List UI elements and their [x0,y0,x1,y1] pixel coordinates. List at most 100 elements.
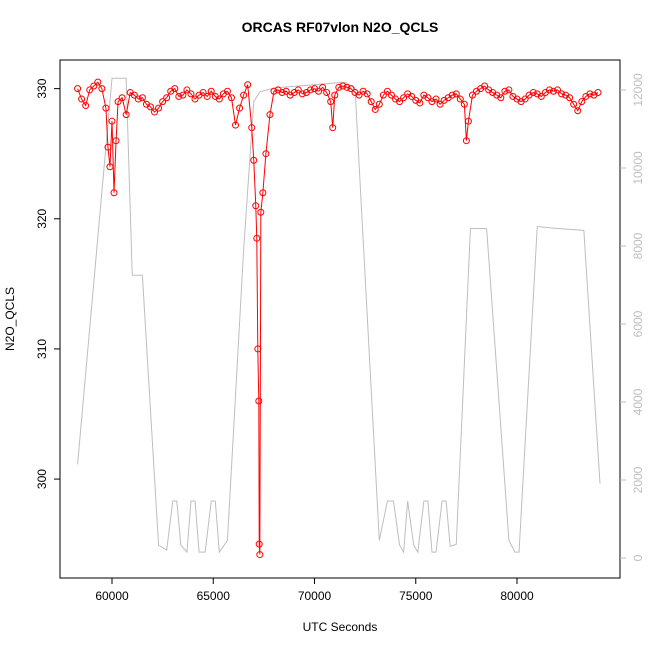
data-point [416,99,424,107]
data-point [464,117,472,125]
data-point [383,87,391,95]
data-point [270,87,278,95]
data-point [329,124,337,132]
data-point [255,397,263,405]
data-point [254,345,262,353]
data-point [594,89,602,97]
data-point [335,83,343,91]
y-tick-label: 320 [35,208,49,228]
data-point [549,87,557,95]
data-point [215,95,223,103]
x-tick-label: 70000 [298,589,332,603]
data-point [171,85,179,93]
data-point [545,86,553,94]
data-point [578,98,586,106]
data-point [114,98,122,106]
data-point [331,91,339,99]
data-point [187,90,195,98]
data-point [456,95,464,103]
data-point [244,81,252,89]
data-point [294,86,302,94]
y-tick-label: 330 [35,78,49,98]
data-point [250,156,258,164]
data-point [497,94,505,102]
data-point [257,208,265,216]
data-point [175,92,183,100]
data-point [436,100,444,108]
data-point [236,104,244,112]
data-point [82,102,90,110]
data-point [505,86,513,94]
data-point [106,163,114,171]
data-point [108,117,116,125]
data-point [400,94,408,102]
y2-tick-label: 6000 [631,310,645,337]
x-axis-label: UTC Seconds [303,620,378,634]
data-point [554,86,562,94]
plot-frame [59,59,621,579]
data-point [529,89,537,97]
data-point [253,234,261,242]
y-tick-label: 300 [35,469,49,489]
data-point [537,92,545,100]
data-point [367,98,375,106]
data-point [347,85,355,93]
data-point [191,95,199,103]
data-point [452,90,460,98]
x-tick-label: 75000 [399,589,433,603]
data-point [306,86,314,94]
data-point [240,91,248,99]
data-point [570,100,578,108]
data-point [163,94,171,102]
data-point [248,124,256,132]
data-point [501,87,509,95]
data-point [112,137,120,145]
chart-title: ORCAS RF07vlon N2O_QCLS [242,19,439,35]
data-point [86,86,94,94]
data-point [179,91,187,99]
data-point [432,95,440,103]
data-point [74,85,82,93]
data-point [98,85,106,93]
data-point [252,202,260,210]
data-point [387,91,395,99]
data-point [424,94,432,102]
data-point [78,95,86,103]
data-point [282,87,290,95]
data-point [256,551,264,559]
data-point [468,91,476,99]
data-point [379,91,387,99]
data-point [408,92,416,100]
data-point [339,82,347,90]
data-point [134,95,142,103]
data-point [574,107,582,115]
x-tick-label: 60000 [95,589,129,603]
data-point [259,189,267,197]
data-point [207,87,215,95]
data-point [460,100,468,108]
data-point [396,98,404,106]
data-point [255,540,263,548]
data-point [481,82,489,90]
data-point [298,90,306,98]
data-line [77,81,599,555]
data-point [232,121,240,129]
y2-tick-label: 0 [631,554,645,561]
data-point [319,83,327,91]
data-point [122,111,130,119]
data-point [462,137,470,145]
y-axis-label: N2O_QCLS [3,287,17,351]
data-point [159,98,167,106]
data-point [102,104,110,112]
data-point [262,150,270,158]
data-point [355,91,363,99]
data-point [146,103,154,111]
data-point [110,189,118,197]
data-point [130,91,138,99]
data-point [138,94,146,102]
data-point [315,87,323,95]
data-point [266,111,274,119]
data-point [278,89,286,97]
y2-tick-label: 8000 [631,232,645,259]
